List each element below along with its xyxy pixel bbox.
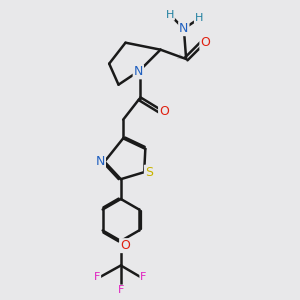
Text: O: O	[159, 105, 169, 118]
Text: N: N	[96, 155, 105, 168]
Text: N: N	[179, 22, 188, 35]
Text: F: F	[140, 272, 147, 282]
Text: H: H	[195, 13, 203, 23]
Text: F: F	[118, 285, 124, 296]
Text: S: S	[145, 166, 153, 179]
Text: F: F	[94, 272, 100, 282]
Text: N: N	[134, 65, 143, 78]
Text: H: H	[166, 10, 174, 20]
Text: O: O	[120, 239, 130, 252]
Text: O: O	[200, 36, 210, 49]
